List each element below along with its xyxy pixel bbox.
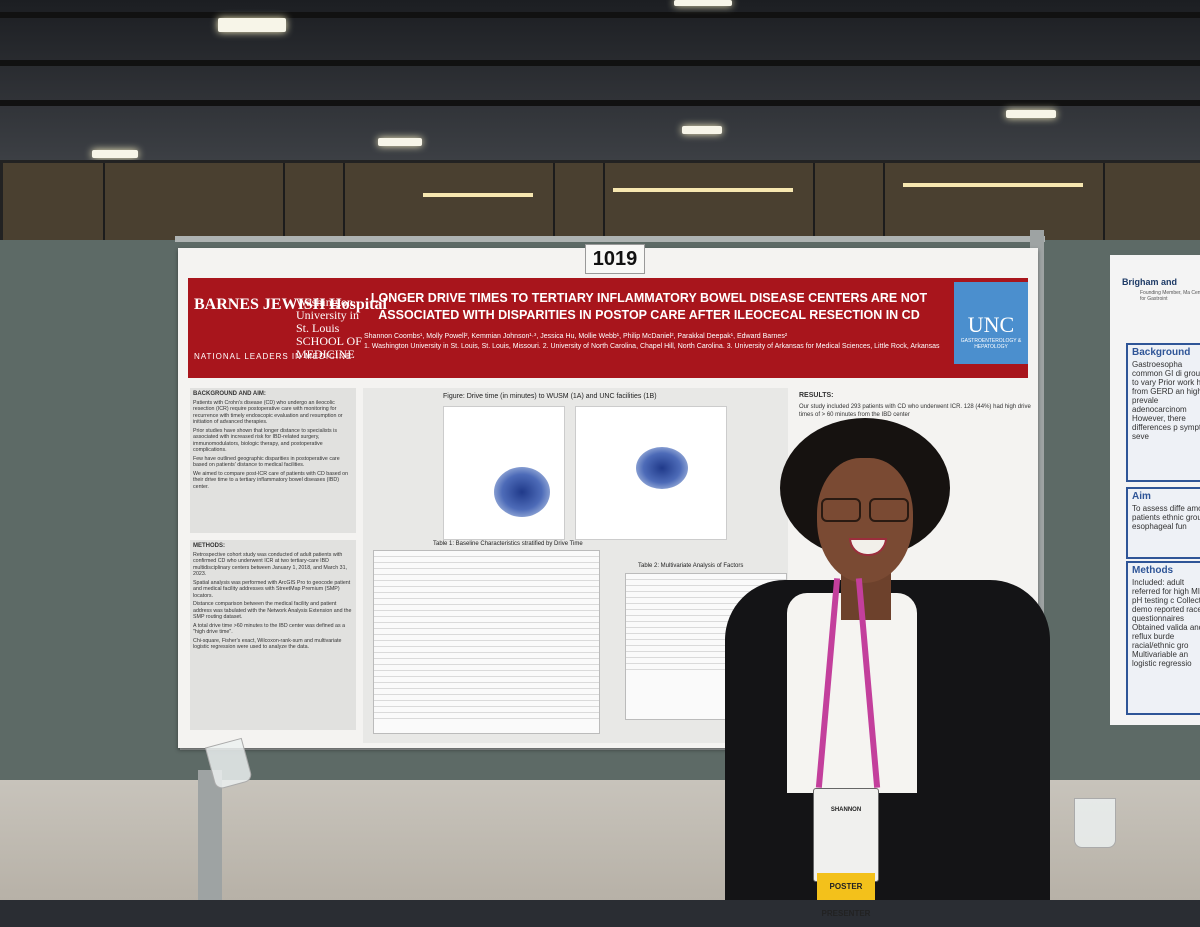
adjacent-poster-sub: Founding Member, Ma Center for Gastroint	[1140, 290, 1200, 302]
background-point: Patients with Crohn's disease (CD) who u…	[193, 399, 343, 426]
white-blouse	[787, 593, 917, 793]
board-leg	[198, 770, 222, 900]
research-poster: BARNES JEWISH Hospital NATIONAL LEADERS …	[178, 248, 1038, 748]
results-heading: RESULTS:	[799, 392, 834, 399]
adjacent-background-text: Gastroesopha common GI di groups to vary…	[1132, 360, 1200, 441]
glasses	[821, 498, 909, 522]
methods-point: Retrospective cohort study was conducted…	[193, 551, 347, 578]
background-point: Few have outlined geographic disparities…	[193, 455, 340, 469]
ceiling-beam	[0, 100, 1200, 106]
unc-logo: UNC GASTROENTEROLOGY & HEPATOLOGY	[954, 282, 1028, 364]
adjacent-background-heading: Background	[1132, 347, 1191, 358]
drive-time-hotspot	[494, 467, 550, 517]
baseline-characteristics-table	[373, 550, 600, 734]
adjacent-background-box: Background Gastroesopha common GI di gro…	[1126, 343, 1200, 482]
methods-point: Chi-square, Fisher's exact, Wilcoxon-ran…	[193, 637, 342, 651]
methods-point: Distance comparison between the medical …	[193, 601, 352, 620]
figure-title: Figure: Drive time (in minutes) to WUSM …	[443, 393, 657, 400]
table2-title: Table 2: Multivariate Analysis of Factor…	[638, 563, 744, 569]
ceiling-light	[674, 0, 732, 6]
results-text: Our study included 293 patients with CD …	[799, 404, 1031, 418]
methods-point: Spatial analysis was performed with ArcG…	[193, 579, 351, 599]
poster-banner: BARNES JEWISH Hospital NATIONAL LEADERS …	[188, 278, 1028, 378]
adjacent-methods-box: Methods Included: adult referred for hig…	[1126, 561, 1200, 715]
poster-number: 1019	[585, 244, 645, 274]
methods-heading: METHODS:	[193, 543, 225, 549]
board-frame	[175, 236, 1045, 242]
poster-title: LONGER DRIVE TIMES TO TERTIARY INFLAMMAT…	[370, 291, 928, 322]
window-strip	[0, 160, 1200, 251]
background-heading: BACKGROUND AND AIM:	[193, 391, 266, 397]
adjacent-aim-heading: Aim	[1132, 491, 1151, 502]
adjacent-aim-text: To assess diffe among patients ethnic gr…	[1132, 504, 1200, 531]
washu-logo: Washington University in St. Louis SCHOO…	[296, 295, 362, 361]
affiliation-list: 1. Washington University in St. Louis, S…	[364, 343, 940, 350]
drive-time-hotspot	[636, 447, 688, 489]
ceiling-light	[92, 150, 138, 158]
poster-authors: Shannon Coombs¹, Molly Powell², Kemmian …	[364, 332, 944, 352]
ceiling-beam	[0, 12, 1200, 18]
badge-name: SHANNON	[830, 807, 862, 813]
adjacent-aim-box: Aim To assess diffe among patients ethni…	[1126, 487, 1200, 559]
ceiling-beam	[0, 60, 1200, 66]
adjacent-methods-heading: Methods	[1132, 565, 1174, 576]
ceiling-light	[378, 138, 422, 146]
ceiling-light	[218, 18, 286, 32]
adjacent-poster-header: Brigham and	[1122, 277, 1178, 287]
ceiling-light	[682, 126, 722, 134]
background-section: BACKGROUND AND AIM: Patients with Crohn'…	[190, 388, 356, 533]
methods-section: METHODS: Retrospective cohort study was …	[190, 540, 356, 730]
author-list: Shannon Coombs¹, Molly Powell², Kemmian …	[364, 333, 788, 340]
adjacent-methods-text: Included: adult referred for high MII-pH…	[1132, 578, 1200, 668]
adjacent-poster: Brigham and Founding Member, Ma Center f…	[1110, 255, 1200, 725]
background-point: We aimed to compare post-ICR care of pat…	[193, 470, 349, 490]
methods-point: A total drive time >60 minutes to the IB…	[193, 622, 346, 636]
barnes-jewish-logo: BARNES JEWISH Hospital	[194, 296, 387, 313]
background-point: Prior studies have shown that longer dis…	[193, 427, 337, 454]
missouri-map	[443, 406, 565, 540]
results-section: RESULTS: Our study included 293 patients…	[795, 388, 1038, 743]
unc-logo-text: UNC	[967, 312, 1015, 337]
barnes-jewish-tagline: NATIONAL LEADERS IN MEDICINE	[194, 352, 353, 361]
north-carolina-map	[575, 406, 727, 540]
ceiling-light	[1006, 110, 1056, 118]
name-badge: SHANNON	[813, 788, 879, 882]
table1-title: Table 1: Baseline Characteristics strati…	[433, 541, 583, 547]
unc-logo-sub: GASTROENTEROLOGY & HEPATOLOGY	[960, 338, 1022, 350]
poster-presenter-ribbon: POSTER PRESENTER	[817, 873, 875, 918]
plastic-cup	[1074, 798, 1116, 848]
presenter-person: SHANNON POSTER PRESENTER	[725, 418, 1055, 918]
